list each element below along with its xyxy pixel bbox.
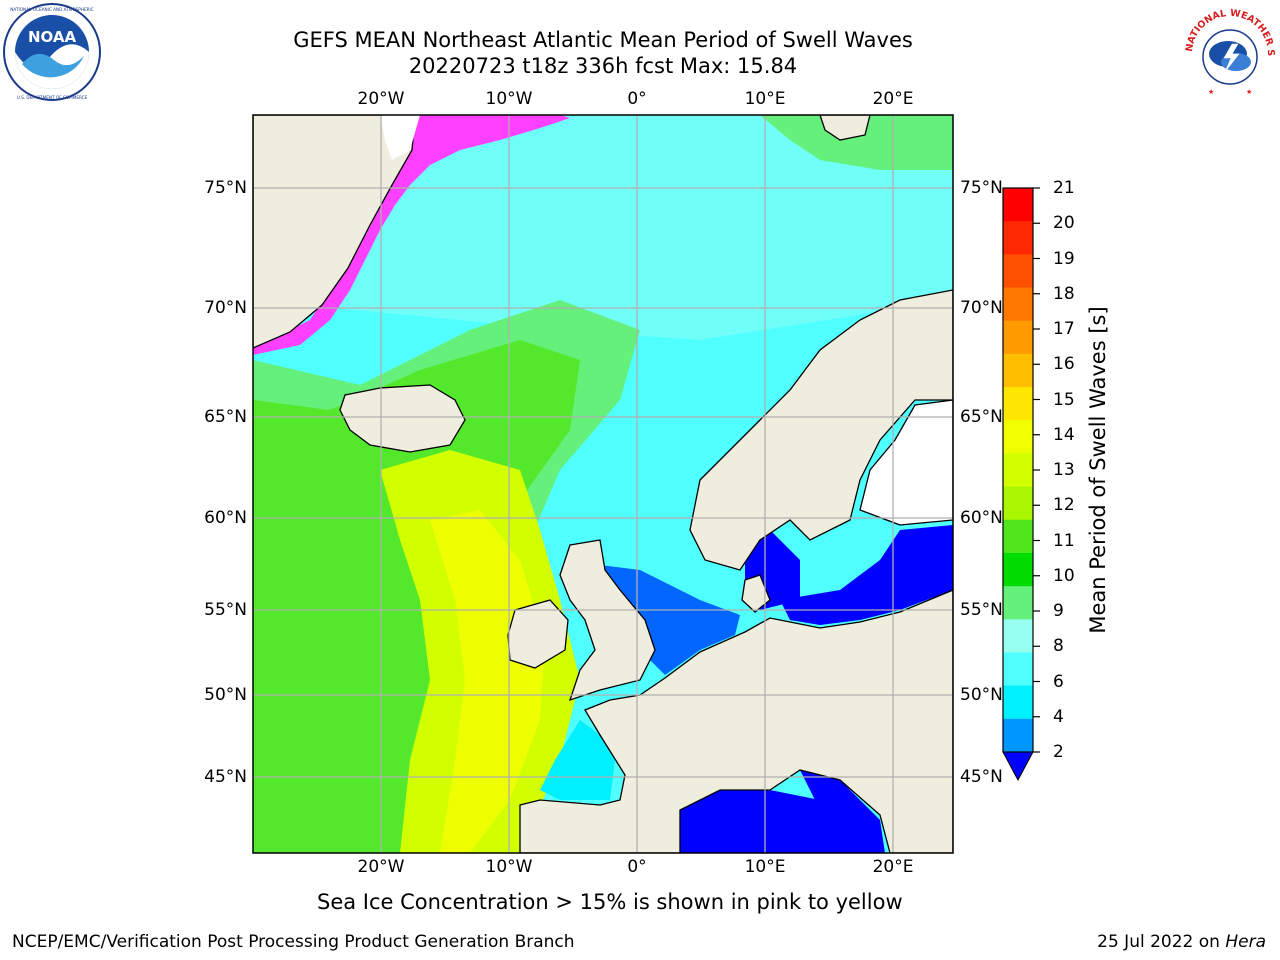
map-border xyxy=(252,114,954,854)
lat-label-right: 60°N xyxy=(960,508,1003,528)
colorbar-tick-label: 8 xyxy=(1053,636,1064,657)
colorbar-band xyxy=(1003,718,1033,753)
lon-label-top: 0° xyxy=(627,89,647,109)
colorbar-tick-label: 16 xyxy=(1053,354,1075,375)
lat-label-left: 55°N xyxy=(204,600,247,620)
lat-label-left: 60°N xyxy=(204,508,247,528)
colorbar-tick-label: 20 xyxy=(1053,213,1075,234)
swell-band-13-15 xyxy=(430,510,545,853)
colorbar-band xyxy=(1003,685,1033,720)
colorbar-tick-label: 21 xyxy=(1053,178,1075,198)
land-ireland xyxy=(507,599,569,669)
colorbar-band xyxy=(1003,254,1033,289)
lon-label-bottom: 10°E xyxy=(744,857,786,877)
land-masses xyxy=(253,115,953,853)
colorbar xyxy=(1003,188,1033,753)
lat-label-right: 75°N xyxy=(960,178,1003,198)
svg-text:NOAA: NOAA xyxy=(28,28,77,46)
lat-label-right: 45°N xyxy=(960,767,1003,787)
svg-text:★: ★ xyxy=(1208,88,1214,96)
sea-ice-edge xyxy=(253,115,570,355)
colorbar-band xyxy=(1003,387,1033,421)
map-plot-area xyxy=(253,115,953,853)
lat-label-left: 70°N xyxy=(204,298,247,318)
footer-host: Hera xyxy=(1225,932,1266,952)
lon-label-bottom: 10°W xyxy=(485,857,533,877)
colorbar-tick-label: 17 xyxy=(1053,319,1075,339)
graticule xyxy=(253,115,953,853)
lon-label-bottom: 20°W xyxy=(357,857,405,877)
nws-logo: NATIONAL WEATHER SERVICE ★ ★ xyxy=(1180,2,1277,99)
footer-date: 25 Jul 2022 on Hera xyxy=(1097,932,1266,952)
lon-label-top: 10°W xyxy=(485,89,533,109)
land-europe xyxy=(519,589,953,853)
colorbar-extend-arrow xyxy=(1002,751,1034,782)
swell-biscay xyxy=(540,720,615,800)
colorbar-tick-label: 6 xyxy=(1053,671,1064,692)
colorbar-band xyxy=(1003,287,1033,322)
colorbar-tick-label: 19 xyxy=(1053,248,1075,269)
colorbar-tick-label: 13 xyxy=(1053,460,1075,480)
lon-label-top: 20°W xyxy=(357,89,405,109)
colorbar-band xyxy=(1003,188,1033,222)
land-norway-sweden xyxy=(689,289,953,571)
colorbar-tick-label: 15 xyxy=(1053,389,1075,410)
swell-baltic xyxy=(780,525,953,625)
colorbar-band xyxy=(1003,586,1033,620)
colorbar-band xyxy=(1003,221,1033,255)
swell-band-8-9 xyxy=(253,115,953,340)
lon-label-bottom: 20°E xyxy=(872,857,914,877)
colorbar-band xyxy=(1003,453,1033,488)
lon-label-top: 20°E xyxy=(872,89,914,109)
colorbar-tick-label: 12 xyxy=(1053,495,1075,516)
land-finland xyxy=(859,399,953,526)
swell-patch-barents xyxy=(760,115,953,170)
lon-label-top: 10°E xyxy=(744,89,786,109)
footer-date-text: 25 Jul 2022 on xyxy=(1097,932,1220,952)
colorbar-tick-label: 11 xyxy=(1053,530,1075,551)
swell-adriatic xyxy=(800,770,885,853)
land-iceland xyxy=(339,384,466,453)
colorbar-label: Mean Period of Swell Waves [s] xyxy=(1086,306,1110,634)
colorbar-tick-label: 4 xyxy=(1053,706,1064,727)
colorbar-band xyxy=(1003,320,1033,355)
lat-label-left: 65°N xyxy=(204,407,247,427)
lat-label-left: 45°N xyxy=(204,767,247,787)
lat-label-right: 55°N xyxy=(960,600,1003,620)
colorbar-band xyxy=(1003,420,1033,454)
colorbar-tick-label: 18 xyxy=(1053,283,1075,304)
svg-text:★: ★ xyxy=(1246,88,1252,96)
lat-label-right: 65°N xyxy=(960,407,1003,427)
chart-title: GEFS MEAN Northeast Atlantic Mean Period… xyxy=(293,28,913,52)
colorbar-band xyxy=(1003,652,1033,687)
lon-label-bottom: 0° xyxy=(627,857,647,877)
lat-label-right: 50°N xyxy=(960,685,1003,705)
footer-credit: NCEP/EMC/Verification Post Processing Pr… xyxy=(12,932,575,952)
svg-text:U.S. DEPARTMENT OF COMMERCE: U.S. DEPARTMENT OF COMMERCE xyxy=(17,95,88,100)
sea-ice-caption: Sea Ice Concentration > 15% is shown in … xyxy=(317,890,903,914)
colorbar-tick-label: 2 xyxy=(1053,742,1064,762)
ice-cap xyxy=(380,115,420,160)
noaa-logo: NOAA NATIONAL OCEANIC AND ATMOSPHERIC U.… xyxy=(3,3,101,101)
land-great-britain xyxy=(559,539,656,702)
svg-text:NATIONAL OCEANIC AND ATMOSPHER: NATIONAL OCEANIC AND ATMOSPHERIC xyxy=(10,7,93,12)
lat-label-left: 75°N xyxy=(204,178,247,198)
forecast-subtitle: 20220723 t18z 336h fcst Max: 15.84 xyxy=(408,54,798,78)
colorbar-tick-label: 10 xyxy=(1053,565,1075,586)
colorbar-tick-label: 14 xyxy=(1053,424,1075,445)
colorbar-band xyxy=(1003,552,1033,587)
colorbar-tick-label: 9 xyxy=(1053,601,1064,621)
colorbar-band xyxy=(1003,619,1033,653)
lat-label-left: 50°N xyxy=(204,685,247,705)
colorbar-band xyxy=(1003,353,1033,388)
land-denmark xyxy=(741,574,771,613)
colorbar-tick-marks xyxy=(1033,187,1040,753)
swell-north-sea xyxy=(600,565,740,675)
lat-label-right: 70°N xyxy=(960,298,1003,318)
land-svalbard xyxy=(819,115,871,141)
colorbar-band xyxy=(1003,519,1033,554)
colorbar-band xyxy=(1003,486,1033,521)
